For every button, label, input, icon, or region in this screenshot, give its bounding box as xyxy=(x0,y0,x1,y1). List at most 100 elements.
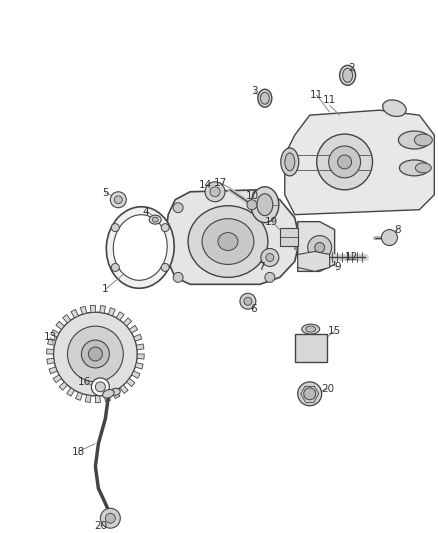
Ellipse shape xyxy=(113,215,167,280)
Polygon shape xyxy=(135,362,143,369)
Text: 12: 12 xyxy=(345,253,358,262)
Circle shape xyxy=(210,187,220,197)
Ellipse shape xyxy=(258,89,272,107)
Circle shape xyxy=(205,182,225,201)
Circle shape xyxy=(88,347,102,361)
Text: 20: 20 xyxy=(321,384,334,394)
Bar xyxy=(280,228,298,246)
Circle shape xyxy=(247,200,257,209)
Circle shape xyxy=(173,272,183,282)
Polygon shape xyxy=(108,308,115,316)
Circle shape xyxy=(95,382,106,392)
Text: 4: 4 xyxy=(143,207,149,217)
Bar xyxy=(295,334,327,362)
Circle shape xyxy=(244,297,252,305)
Text: 10: 10 xyxy=(245,191,258,201)
Ellipse shape xyxy=(257,194,273,216)
Polygon shape xyxy=(127,378,135,386)
Ellipse shape xyxy=(149,215,161,224)
Circle shape xyxy=(265,203,275,213)
Ellipse shape xyxy=(339,66,356,85)
Ellipse shape xyxy=(152,217,158,222)
Text: 2: 2 xyxy=(348,63,355,74)
Circle shape xyxy=(161,224,169,232)
Polygon shape xyxy=(56,321,64,329)
Circle shape xyxy=(161,263,169,271)
Ellipse shape xyxy=(260,92,269,104)
Circle shape xyxy=(111,224,119,232)
Ellipse shape xyxy=(102,390,114,398)
Circle shape xyxy=(266,254,274,262)
Polygon shape xyxy=(63,314,71,323)
Ellipse shape xyxy=(202,219,254,264)
Polygon shape xyxy=(132,371,140,378)
Circle shape xyxy=(111,263,119,271)
Polygon shape xyxy=(113,390,120,399)
Ellipse shape xyxy=(306,326,316,332)
Ellipse shape xyxy=(251,187,279,223)
Ellipse shape xyxy=(302,324,320,334)
Circle shape xyxy=(106,513,115,523)
Text: 18: 18 xyxy=(72,447,85,457)
Polygon shape xyxy=(47,358,54,364)
Text: 11: 11 xyxy=(310,90,323,100)
Polygon shape xyxy=(134,334,142,341)
Text: 5: 5 xyxy=(102,188,109,198)
Text: 6: 6 xyxy=(251,304,257,314)
Circle shape xyxy=(110,192,126,208)
Text: 15: 15 xyxy=(328,326,341,336)
Ellipse shape xyxy=(285,153,295,171)
Circle shape xyxy=(173,203,183,213)
Text: 16: 16 xyxy=(78,377,91,387)
Circle shape xyxy=(81,340,110,368)
Polygon shape xyxy=(124,318,132,326)
Polygon shape xyxy=(165,190,300,284)
Polygon shape xyxy=(95,395,100,403)
Text: 7: 7 xyxy=(258,262,265,272)
Polygon shape xyxy=(80,306,87,314)
Ellipse shape xyxy=(414,134,432,146)
Circle shape xyxy=(67,326,124,382)
Polygon shape xyxy=(46,349,54,354)
Circle shape xyxy=(114,196,122,204)
Polygon shape xyxy=(285,110,434,215)
Circle shape xyxy=(308,236,332,260)
Polygon shape xyxy=(67,388,74,396)
Text: 19: 19 xyxy=(265,216,279,227)
Polygon shape xyxy=(59,382,67,390)
Text: 9: 9 xyxy=(334,262,341,272)
Circle shape xyxy=(338,155,352,169)
Circle shape xyxy=(100,508,120,528)
Ellipse shape xyxy=(415,163,431,173)
Circle shape xyxy=(261,248,279,266)
Polygon shape xyxy=(90,305,95,312)
Text: 11: 11 xyxy=(323,95,336,105)
Ellipse shape xyxy=(399,160,429,176)
Ellipse shape xyxy=(383,100,406,117)
Polygon shape xyxy=(120,385,128,393)
Ellipse shape xyxy=(399,131,430,149)
Text: 13: 13 xyxy=(44,332,57,342)
Circle shape xyxy=(317,134,372,190)
Text: 8: 8 xyxy=(394,224,401,235)
Polygon shape xyxy=(298,252,330,271)
Polygon shape xyxy=(53,375,61,383)
Polygon shape xyxy=(71,310,78,318)
Circle shape xyxy=(328,146,360,178)
Circle shape xyxy=(92,378,110,396)
Text: 14: 14 xyxy=(198,180,212,190)
Ellipse shape xyxy=(343,68,353,82)
Ellipse shape xyxy=(188,206,268,277)
Circle shape xyxy=(381,230,397,246)
Polygon shape xyxy=(100,305,106,313)
Text: 3: 3 xyxy=(251,86,258,96)
Ellipse shape xyxy=(110,388,120,395)
Ellipse shape xyxy=(281,148,299,176)
Polygon shape xyxy=(129,325,138,333)
Ellipse shape xyxy=(106,207,174,288)
Polygon shape xyxy=(104,394,110,402)
Circle shape xyxy=(314,243,325,253)
Polygon shape xyxy=(117,312,124,320)
Polygon shape xyxy=(298,222,335,271)
Polygon shape xyxy=(48,339,56,345)
